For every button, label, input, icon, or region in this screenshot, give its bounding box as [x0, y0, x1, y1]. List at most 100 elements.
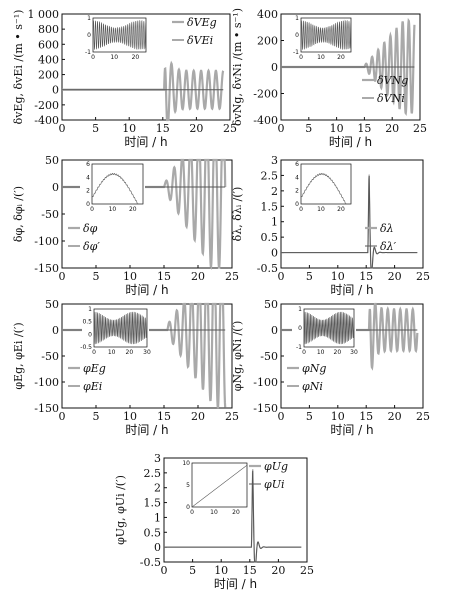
x-axis-label: 时间 / h — [330, 423, 373, 437]
y-tick-label: -50 — [260, 350, 278, 363]
inset-y-tick-label: 2 — [295, 188, 299, 195]
x-tick-label: 25 — [225, 270, 239, 283]
inset-y-tick-label: 4 — [86, 174, 90, 181]
y-tick-label: 50 — [45, 154, 59, 167]
x-tick-label: 5 — [92, 122, 99, 135]
y-tick-label: -200 — [253, 88, 278, 101]
legend-label: φNi — [302, 380, 323, 393]
x-tick-label: 20 — [189, 122, 203, 135]
y-tick-label: 200 — [257, 35, 278, 48]
inset-y-tick-label: -1 — [85, 49, 91, 56]
x-tick-label: 5 — [189, 564, 196, 577]
inset-series-line — [191, 464, 248, 508]
inset-x-tick-label: 0 — [92, 349, 96, 356]
inset-y-tick-label: 0 — [295, 201, 299, 208]
y-axis-label: δφ, δφᵢ /(′) — [12, 186, 25, 242]
x-tick-label: 10 — [123, 270, 137, 283]
y-tick-label: -100 — [253, 376, 278, 389]
x-tick-label: 25 — [416, 270, 430, 283]
x-tick-label: 0 — [59, 122, 66, 135]
y-tick-label: -50 — [41, 350, 59, 363]
y-tick-label: 400 — [257, 8, 278, 21]
x-tick-label: 25 — [416, 410, 430, 423]
y-tick-label: -0.5 — [257, 262, 278, 275]
y-tick-label: -100 — [34, 376, 59, 389]
inset-x-tick-label: 10 — [210, 509, 218, 516]
y-tick-label: 0.5 — [144, 526, 162, 539]
inset-x-tick-label: 10 — [110, 54, 118, 61]
inset-y-tick-label: 1 — [88, 306, 92, 313]
legend-label: δφ — [83, 222, 98, 235]
y-tick-label: 0 — [154, 541, 161, 554]
y-tick-label: 0 — [271, 61, 278, 74]
inset-chart: 0 10 20-101 — [81, 15, 148, 64]
x-axis-label: 时间 / h — [214, 577, 257, 591]
x-tick-label: 25 — [223, 122, 237, 135]
y-tick-label: 3 — [271, 154, 278, 167]
inset-y-tick-label: 0.5 — [82, 319, 92, 326]
x-tick-label: 15 — [357, 122, 371, 135]
x-axis-label: 时间 / h — [124, 135, 167, 149]
x-tick-label: 5 — [306, 270, 313, 283]
plot-frame — [61, 13, 231, 121]
x-tick-label: 25 — [413, 122, 427, 135]
inset-x-tick-label: 10 — [317, 54, 325, 61]
series-line-ins — [281, 176, 418, 269]
inset-y-tick-label: 6 — [86, 161, 90, 168]
y-axis-label: φEg, φEi /(′) — [12, 322, 25, 389]
y-tick-label: 2.5 — [261, 169, 279, 182]
inset-x-tick-label: 10 — [317, 206, 325, 213]
inset-y-tick-label: 10 — [182, 460, 190, 467]
inset-x-tick-label: 20 — [126, 349, 134, 356]
y-tick-label: -50 — [41, 208, 59, 221]
y-tick-label: 2.5 — [144, 467, 162, 480]
x-tick-label: 20 — [388, 410, 402, 423]
y-axis-label: φNg, φNi /(′) — [231, 321, 244, 392]
y-tick-label: 0.5 — [261, 231, 279, 244]
y-tick-label: 0 — [52, 181, 59, 194]
x-tick-label: 15 — [157, 270, 171, 283]
y-tick-label: -0.5 — [140, 556, 161, 569]
inset-y-tick-label: 1 — [295, 15, 299, 22]
x-tick-label: 20 — [385, 122, 399, 135]
inset-series-line — [303, 311, 355, 345]
x-tick-label: 15 — [156, 122, 170, 135]
y-tick-label: 1.5 — [261, 200, 279, 213]
y-tick-label: 200 — [38, 69, 59, 82]
legend-label: δVNg — [377, 74, 408, 87]
y-tick-label: -150 — [253, 402, 278, 415]
inset-x-tick-label: 10 — [109, 206, 117, 213]
x-tick-label: 0 — [59, 410, 66, 423]
legend-label: δVEg — [187, 16, 217, 29]
inset-y-tick-label: -0.5 — [80, 344, 92, 351]
inset-x-tick-label: 30 — [350, 349, 358, 356]
inset-x-tick-label: 0 — [190, 509, 194, 516]
y-tick-label: 0 — [271, 247, 278, 260]
x-axis-label: 时间 / h — [125, 423, 168, 437]
x-tick-label: 15 — [359, 410, 373, 423]
plot-frame — [163, 457, 308, 563]
x-tick-label: 10 — [122, 122, 136, 135]
x-tick-label: 25 — [300, 564, 314, 577]
inset-y-tick-label: 0 — [86, 201, 90, 208]
x-tick-label: 5 — [93, 410, 100, 423]
inset-y-tick-label: 6 — [295, 161, 299, 168]
inset-y-tick-label: 1 — [298, 306, 302, 313]
y-tick-label: -200 — [34, 99, 59, 112]
inset-y-tick-label: 0 — [295, 32, 299, 39]
x-axis-label: 时间 / h — [329, 135, 372, 149]
inset-y-tick-label: 5 — [186, 482, 190, 489]
x-tick-label: 0 — [278, 122, 285, 135]
y-tick-label: 2 — [154, 482, 161, 495]
legend-label: δVEi — [187, 34, 213, 47]
x-tick-label: 0 — [161, 564, 168, 577]
inset-x-tick-label: 20 — [334, 349, 342, 356]
y-axis-label: φUg, φUi /(′) — [114, 475, 127, 545]
x-tick-label: 0 — [278, 270, 285, 283]
x-tick-label: 15 — [157, 410, 171, 423]
y-tick-label: 600 — [38, 38, 59, 51]
